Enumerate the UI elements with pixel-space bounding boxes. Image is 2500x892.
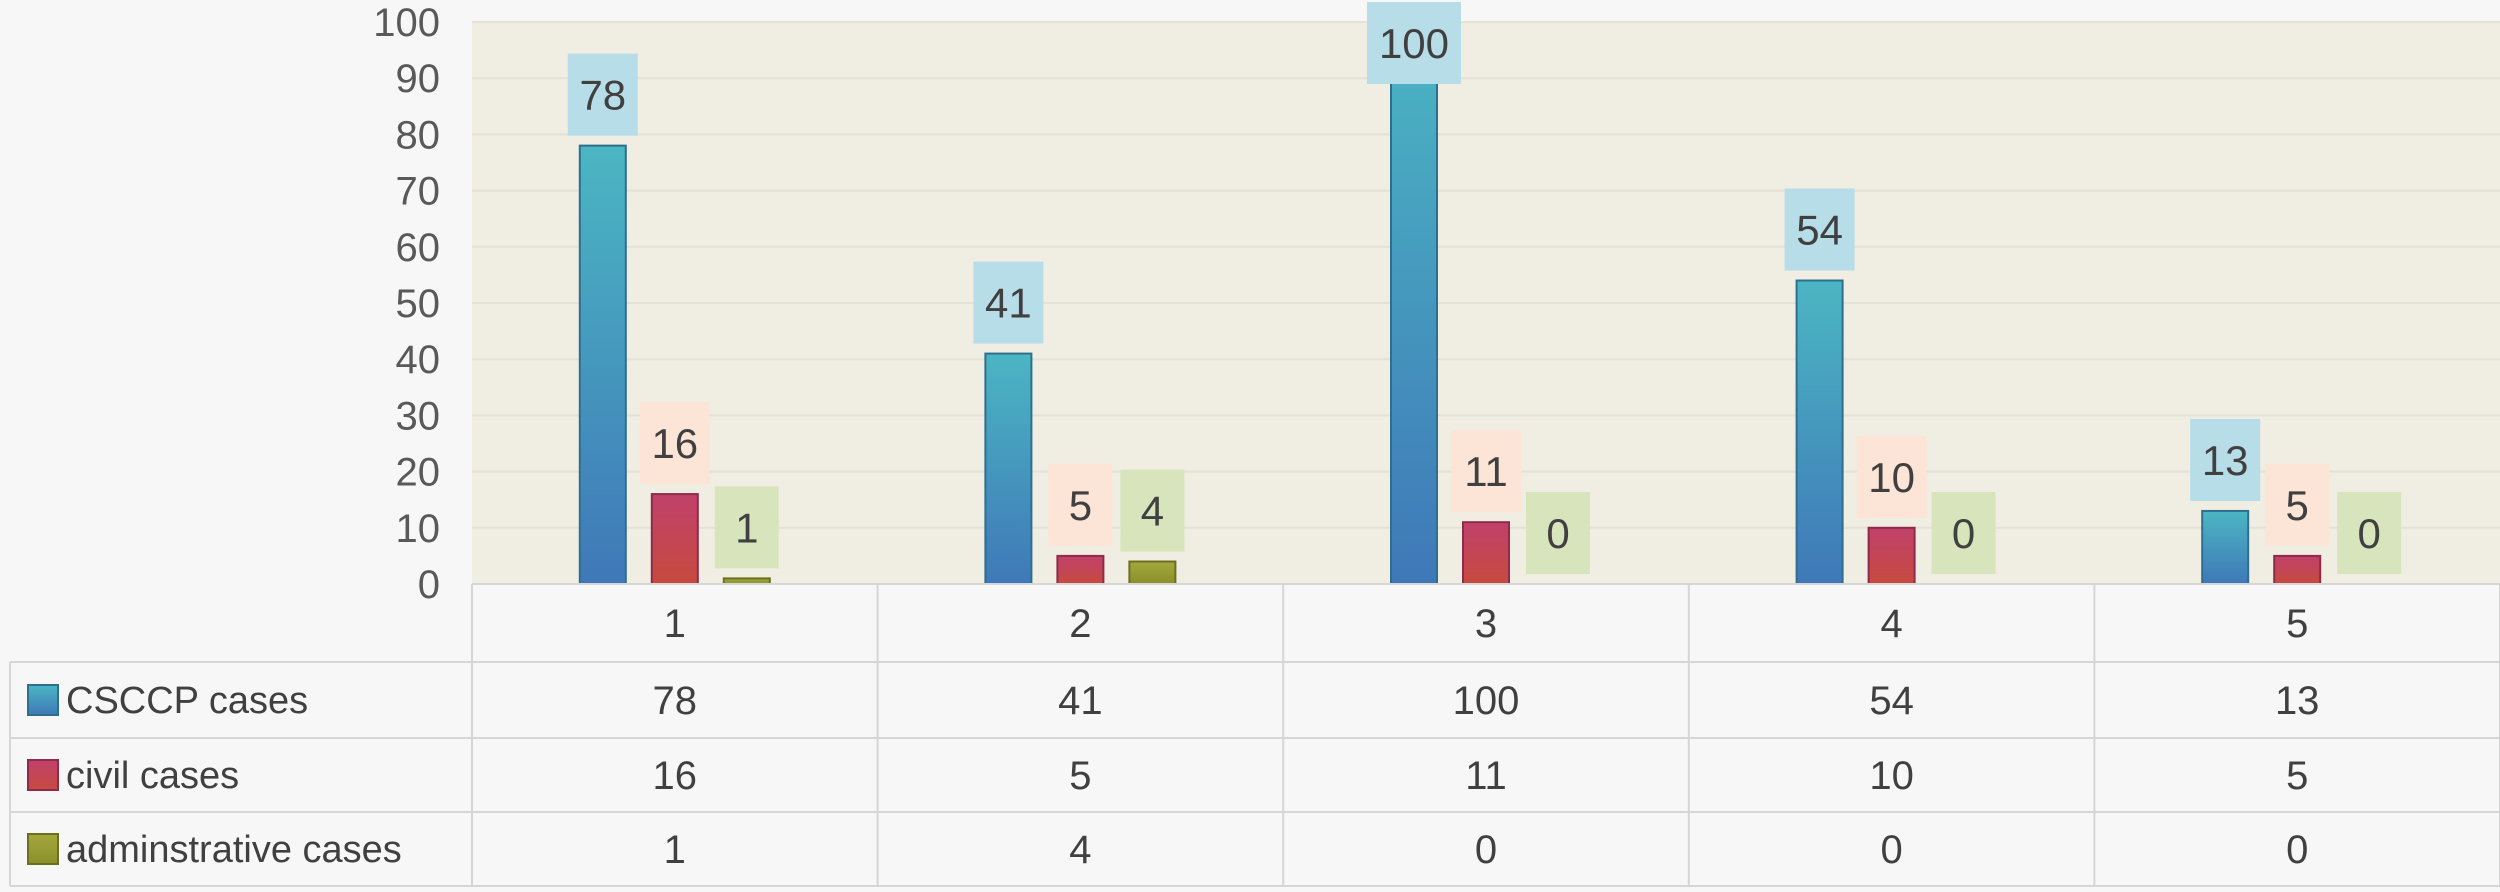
table-cell: 13	[2275, 679, 2320, 723]
data-label-box	[1048, 463, 1113, 546]
y-tick-label: 20	[396, 451, 441, 495]
data-label: 0	[2358, 510, 2381, 557]
y-axis: 0 10 20 30 40 50 60 70 80 90 100	[373, 1, 440, 607]
legend-label: civil cases	[66, 755, 239, 797]
x-category-label: 1	[664, 602, 686, 646]
table-cell: 0	[1475, 828, 1497, 872]
x-category-label: 3	[1475, 602, 1497, 646]
y-tick-label: 0	[418, 563, 440, 607]
data-label-box	[2190, 418, 2261, 501]
data-label-box	[567, 53, 638, 136]
data-label-box	[1526, 492, 1590, 574]
data-label-box	[2337, 492, 2402, 574]
table-cell: 1	[664, 828, 686, 872]
data-label-box	[1451, 430, 1521, 513]
data-label: 13	[2202, 437, 2249, 484]
data-label-box	[1784, 188, 1855, 271]
data-label: 41	[985, 280, 1032, 327]
data-label: 0	[1952, 510, 1975, 557]
legend-label: CSCCP cases	[66, 680, 308, 722]
y-tick-label: 50	[396, 282, 441, 326]
y-tick-label: 80	[396, 113, 441, 157]
data-label-box	[639, 402, 710, 485]
legend-key	[27, 684, 59, 716]
table-cell: 11	[1465, 754, 1507, 798]
bar	[650, 493, 699, 585]
y-tick-label: 60	[396, 226, 441, 270]
bar	[1795, 279, 1844, 585]
data-label-box	[714, 486, 779, 569]
data-label: 10	[1868, 454, 1915, 501]
data-label-box	[1931, 492, 1996, 574]
y-tick-label: 70	[396, 170, 441, 214]
data-label-box	[2265, 463, 2330, 546]
table-cell: 0	[2286, 828, 2308, 872]
y-tick-label: 100	[373, 1, 440, 45]
bar	[578, 144, 627, 585]
data-label: 78	[579, 72, 626, 119]
y-tick-label: 40	[396, 338, 441, 382]
data-label: 0	[1546, 510, 1569, 557]
data-label-box	[1367, 2, 1461, 84]
y-tick-label: 30	[396, 394, 441, 438]
data-label: 1	[735, 504, 758, 551]
bar	[1462, 521, 1510, 585]
table-cell: 0	[1880, 828, 1902, 872]
table-cell: 54	[1869, 679, 1914, 723]
table-cell: 16	[653, 754, 698, 798]
legend-key	[27, 833, 59, 865]
bar	[1128, 560, 1177, 586]
table-cell: 41	[1058, 679, 1103, 723]
y-tick-label: 10	[396, 507, 441, 551]
bar	[984, 352, 1033, 585]
table-cell: 78	[653, 679, 698, 723]
legend-key	[27, 759, 59, 791]
data-label-box	[973, 261, 1044, 344]
data-label: 5	[2286, 482, 2309, 529]
data-label-box	[1120, 469, 1185, 552]
table-cell: 5	[1069, 754, 1091, 798]
data-label: 100	[1379, 20, 1449, 67]
legend-label: adminstrative cases	[66, 829, 402, 871]
data-label-box	[1856, 435, 1927, 518]
bar	[2201, 509, 2250, 585]
data-label: 5	[1069, 482, 1092, 529]
data-label: 11	[1464, 448, 1508, 495]
bar	[1390, 21, 1438, 585]
x-category-label: 4	[1880, 602, 1902, 646]
x-category-label: 5	[2286, 602, 2308, 646]
table-cell: 4	[1069, 828, 1091, 872]
data-label: 16	[651, 420, 698, 467]
table-cell: 5	[2286, 754, 2308, 798]
bar	[1056, 554, 1105, 586]
bar	[1867, 526, 1916, 585]
bar	[2273, 554, 2322, 586]
y-tick-label: 90	[396, 57, 441, 101]
data-label: 54	[1796, 207, 1843, 254]
data-label: 4	[1141, 488, 1164, 535]
table-cell: 100	[1453, 679, 1520, 723]
table-cell: 10	[1869, 754, 1914, 798]
x-category-label: 2	[1069, 602, 1091, 646]
